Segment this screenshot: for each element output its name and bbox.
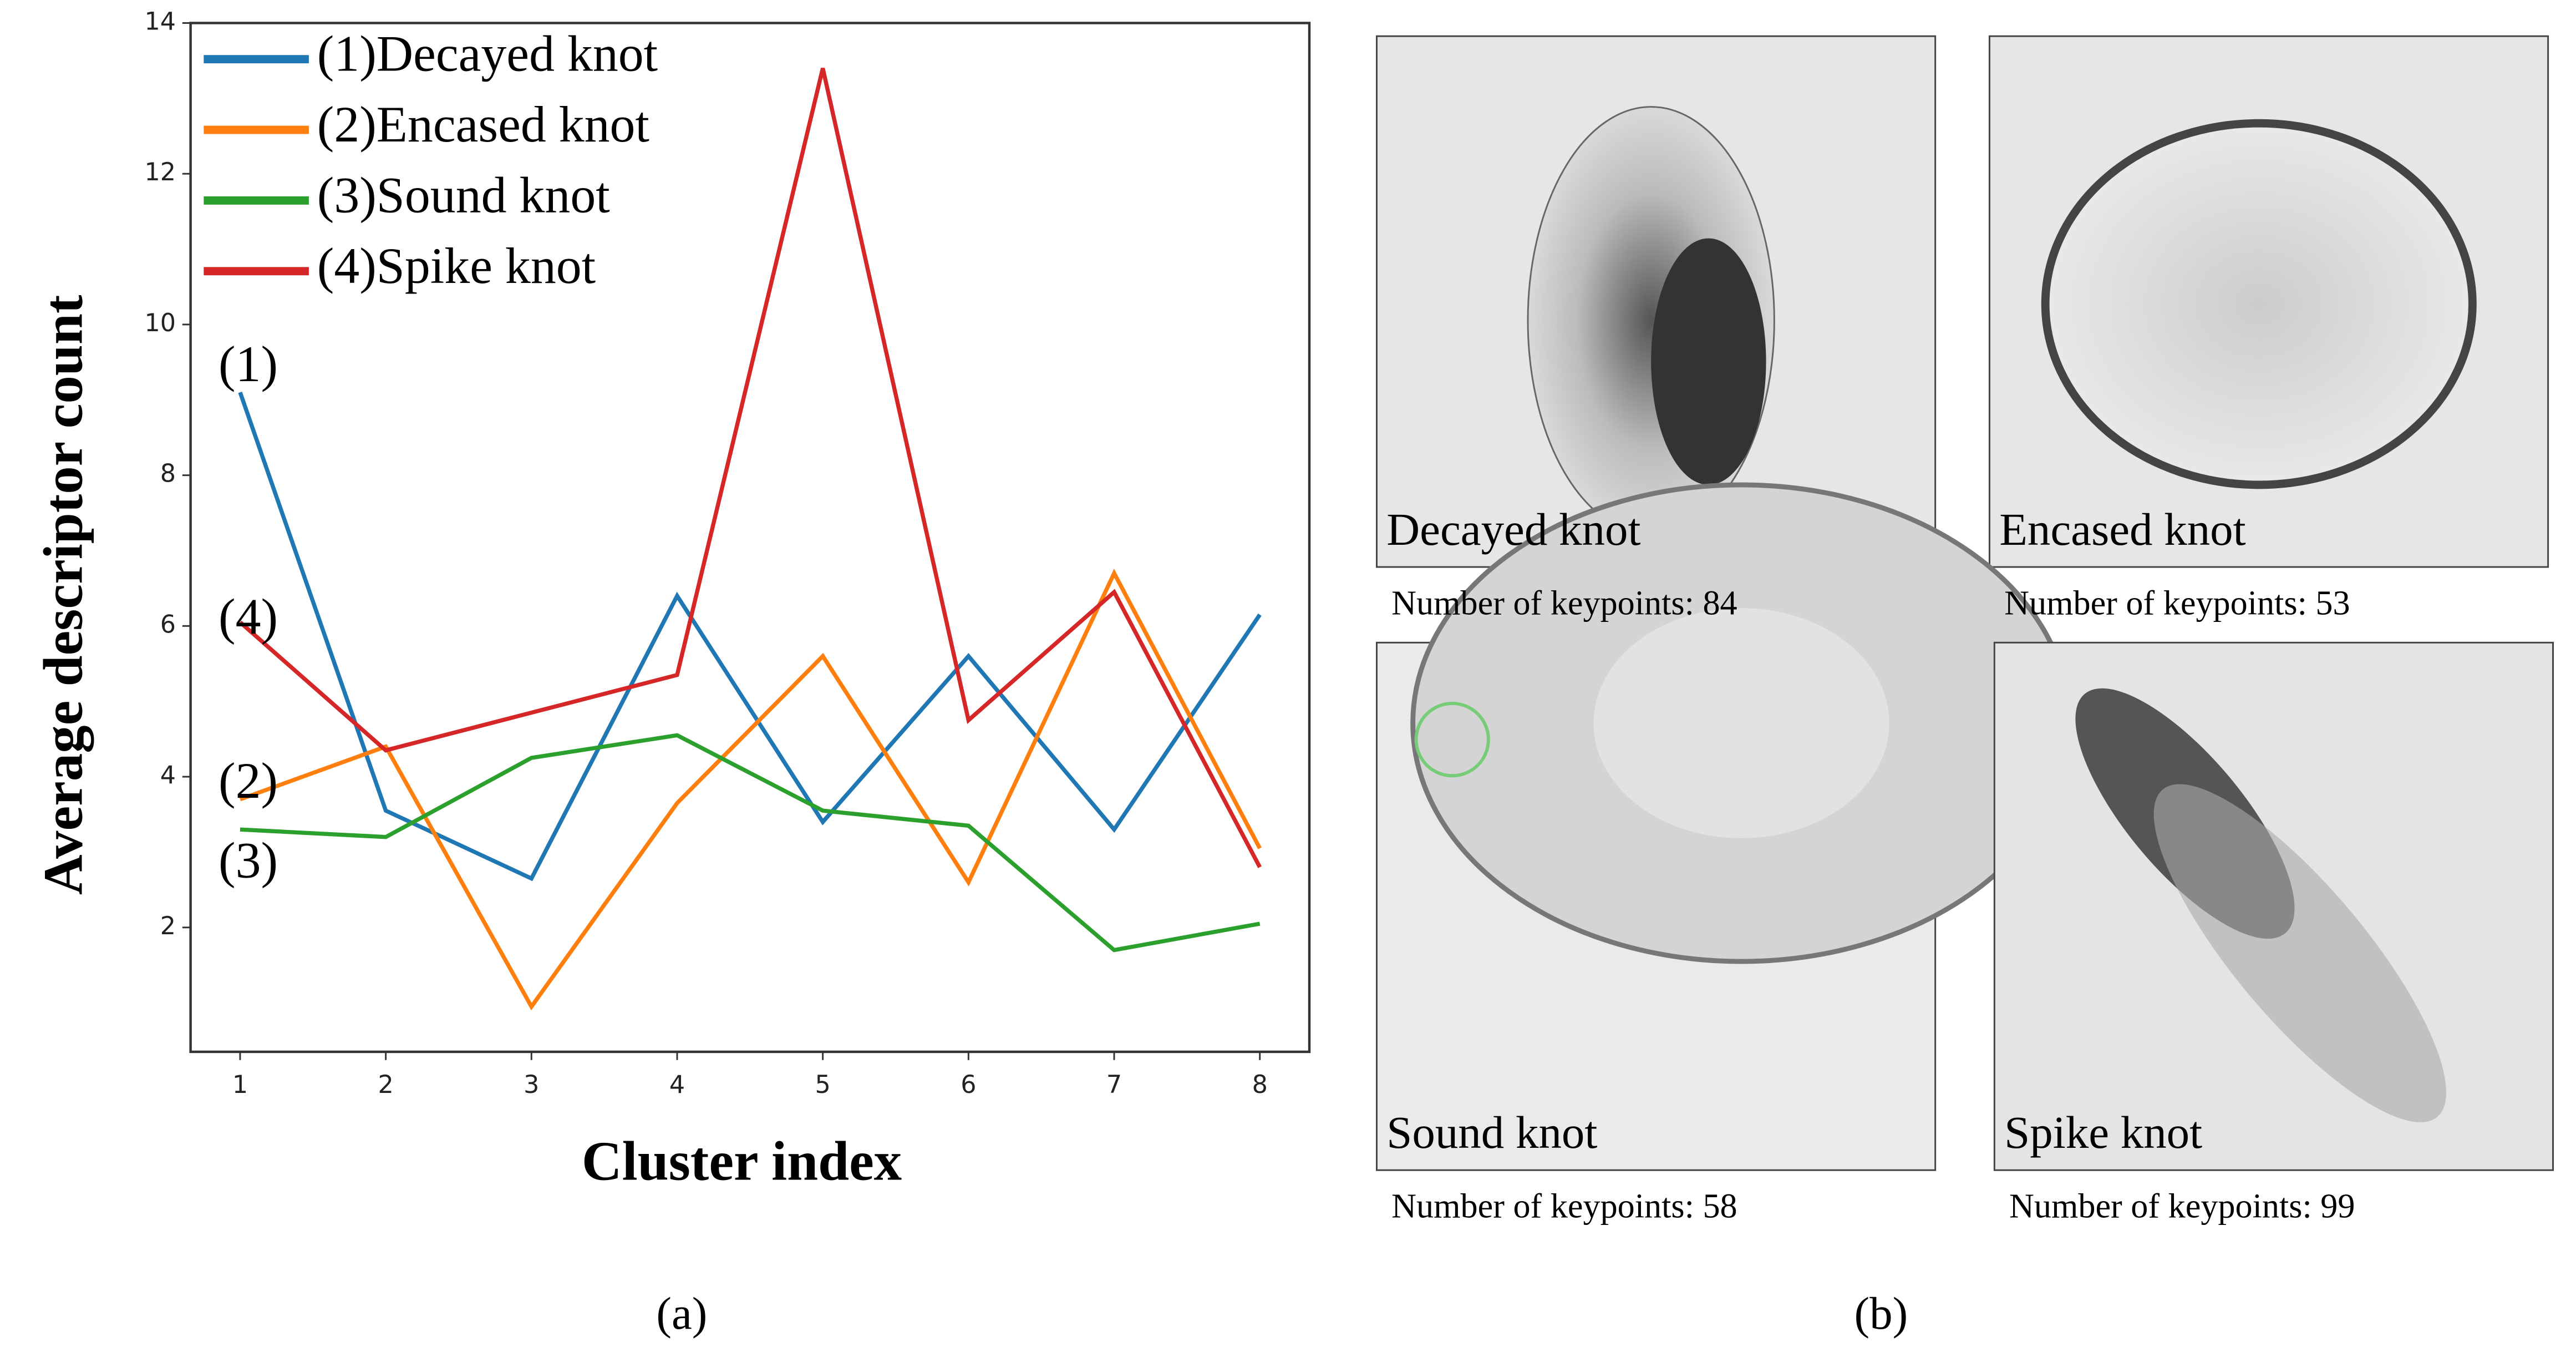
knot-image [2041, 119, 2477, 489]
y-tick-label: 4 [160, 761, 176, 789]
caption: (a) [656, 1288, 707, 1339]
data-line [239, 568, 1262, 1011]
caption: (b) [1854, 1288, 1908, 1339]
y-tick-label: 14 [144, 7, 176, 36]
knot-image [1651, 238, 1766, 485]
panel-label: Sound knot [1386, 1107, 1597, 1158]
data-line [238, 391, 1262, 882]
annotation: (4) [219, 589, 278, 645]
x-tick-label: 7 [1106, 1071, 1122, 1099]
panel-caption: Number of keypoints: 99 [2009, 1188, 2355, 1226]
y-axis-label: Average descriptor count [32, 295, 94, 895]
legend-label: (3)Sound knot [317, 167, 610, 224]
panel-label: Encased knot [1999, 504, 2245, 555]
panel-label: Decayed knot [1386, 504, 1640, 555]
x-tick-label: 4 [669, 1071, 685, 1099]
plot-frame [189, 22, 1311, 1054]
panel-caption: Number of keypoints: 58 [1391, 1188, 1737, 1226]
data-line [238, 68, 1262, 868]
keypoint [1414, 701, 1490, 778]
panel-caption: Number of keypoints: 84 [1391, 584, 1737, 622]
data-line [240, 733, 1261, 953]
legend-label: (1)Decayed knot [317, 26, 658, 82]
legend-label: (2)Encased knot [317, 96, 649, 153]
x-tick-label: 5 [815, 1071, 831, 1099]
x-tick-label: 2 [378, 1071, 393, 1099]
y-tick-label: 6 [160, 610, 176, 639]
panel-label: Spike knot [2004, 1107, 2202, 1158]
x-tick-label: 6 [961, 1071, 976, 1099]
y-tick-label: 10 [144, 309, 176, 337]
annotation: (2) [219, 752, 278, 809]
y-tick-label: 8 [160, 460, 176, 488]
photo-panels [1375, 35, 2554, 1171]
x-tick-label: 1 [232, 1071, 248, 1099]
annotation: (3) [219, 832, 278, 888]
x-tick-label: 8 [1252, 1071, 1268, 1099]
y-tick-label: 12 [144, 158, 176, 186]
x-axis-label: Cluster index [582, 1130, 902, 1192]
x-tick-label: 3 [524, 1071, 539, 1099]
panel-caption: Number of keypoints: 53 [2004, 584, 2350, 622]
knot-image [1593, 608, 1889, 838]
annotation: (1) [219, 336, 278, 392]
legend-label: (4)Spike knot [317, 237, 596, 294]
knot-image [2153, 784, 2446, 1122]
y-tick-label: 2 [160, 912, 176, 940]
